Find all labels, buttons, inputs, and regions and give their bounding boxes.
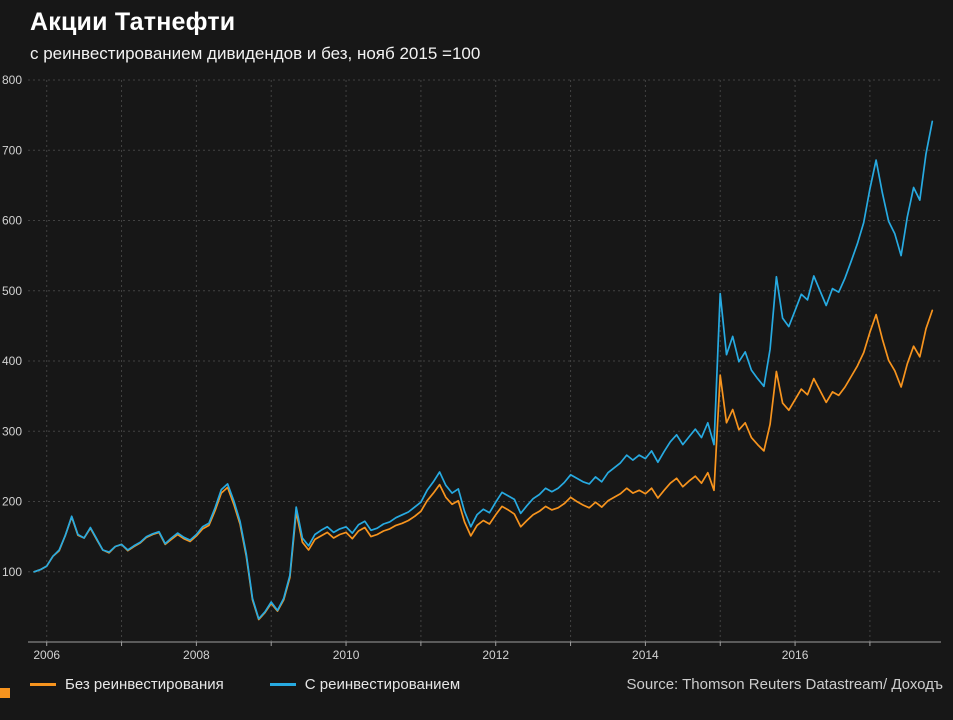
source-credit: Source: Thomson Reuters Datastream/ Дохо… [626, 676, 943, 693]
x-tick-label: 2010 [333, 648, 360, 662]
x-tick-label: 2008 [183, 648, 210, 662]
y-tick-label: 200 [2, 495, 22, 509]
x-tick-label: 2016 [782, 648, 809, 662]
chart-header: Акции Татнефти с реинвестированием дивид… [30, 8, 480, 64]
y-tick-label: 300 [2, 424, 22, 438]
legend-swatch-reinvest-icon [269, 683, 296, 686]
y-tick-label: 400 [2, 354, 22, 368]
chart-footer: Без реинвестирования С реинвестированием… [0, 676, 953, 693]
chart-title: Акции Татнефти [30, 8, 236, 36]
x-tick-label: 2006 [33, 648, 60, 662]
y-tick-label: 100 [2, 565, 22, 579]
legend-swatch-no-reinvest-icon [30, 683, 56, 686]
y-tick-label: 500 [2, 284, 22, 298]
chart-svg: 100 200 300 400 500 600 700 800 2006 2008 2010 2012… [2, 73, 941, 662]
y-tick-label: 700 [2, 143, 22, 157]
series-line-reinvest [33, 120, 934, 620]
x-tick-label: 2012 [482, 648, 509, 662]
legend: Без реинвестирования С реинвестированием [30, 676, 460, 693]
x-tick-label: 2014 [632, 648, 659, 662]
y-tick-label: 600 [2, 214, 22, 228]
chart-subtitle: с реинвестированием дивидендов и без, но… [30, 44, 481, 63]
legend-item-no-reinvest: Без реинвестирования [30, 676, 224, 693]
y-tick-label: 800 [2, 73, 22, 87]
legend-label-reinvest: С реинвестированием [304, 676, 461, 693]
series-line-no-reinvest [33, 309, 934, 621]
brand-mark-square-icon [0, 688, 10, 698]
legend-label-no-reinvest: Без реинвестирования [65, 676, 224, 693]
legend-item-reinvest: С реинвестированием [269, 676, 461, 693]
